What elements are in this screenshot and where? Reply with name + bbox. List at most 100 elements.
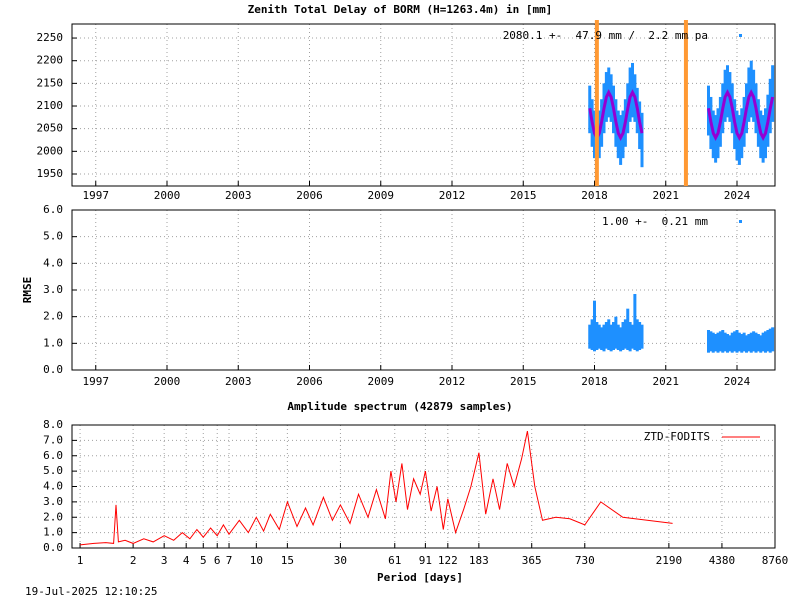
data-range <box>595 322 599 350</box>
data-range <box>716 332 720 353</box>
data-range <box>752 331 756 352</box>
data-range <box>723 332 727 352</box>
data-range <box>735 330 739 353</box>
y-tick-label: 2250 <box>37 31 64 44</box>
x-tick-label: 2024 <box>724 189 751 202</box>
data-range <box>737 332 741 352</box>
data-range <box>749 60 753 118</box>
data-range <box>604 322 608 349</box>
x-tick-label: 2024 <box>724 375 751 388</box>
data-range <box>609 324 613 352</box>
data-range <box>640 324 644 349</box>
data-range <box>616 324 620 350</box>
y-tick-label: 2.0 <box>43 310 63 323</box>
data-range <box>597 324 601 349</box>
data-range <box>709 331 713 352</box>
data-range <box>759 335 763 353</box>
data-range <box>764 331 767 353</box>
x-axis-title: Period [days] <box>377 571 463 584</box>
y-tick-label: 8.0 <box>43 418 63 431</box>
y-tick-label: 3.0 <box>43 495 63 508</box>
data-range <box>730 332 734 353</box>
x-tick-label: 2003 <box>225 375 252 388</box>
y-tick-label: 2.0 <box>43 510 63 523</box>
x-tick-label: 1997 <box>83 375 110 388</box>
y-axis-title: RMSE <box>21 277 34 304</box>
data-range <box>754 332 758 353</box>
x-tick-label: 4380 <box>709 554 736 567</box>
x-tick-label: 365 <box>522 554 542 567</box>
data-range <box>635 319 639 352</box>
spectrum-line <box>80 430 673 546</box>
data-range <box>614 316 618 349</box>
timestamp: 19-Jul-2025 12:10:25 <box>25 585 157 598</box>
data-range <box>707 330 710 353</box>
data-range <box>745 335 748 353</box>
x-tick-label: 30 <box>334 554 347 567</box>
plot-frame <box>71 424 776 549</box>
annotation: 2080.1 +- 47.9 mm / 2.2 mm pa <box>503 29 708 42</box>
data-range <box>621 322 625 350</box>
x-tick-label: 6 <box>214 554 221 567</box>
legend-key <box>739 34 742 37</box>
x-tick-label: 2012 <box>439 189 466 202</box>
data-range <box>749 332 753 353</box>
x-tick-label: 2018 <box>581 189 608 202</box>
data-range <box>633 294 637 350</box>
data-range <box>619 327 623 352</box>
x-tick-label: 2190 <box>656 554 683 567</box>
x-tick-label: 2006 <box>296 189 323 202</box>
y-tick-label: 2200 <box>37 54 64 67</box>
data-range <box>768 328 772 353</box>
data-range <box>714 334 718 352</box>
data-range <box>590 319 594 350</box>
plot-frame <box>71 23 776 187</box>
data-range <box>623 319 627 349</box>
y-tick-label: 2050 <box>37 122 64 135</box>
x-tick-label: 183 <box>469 554 489 567</box>
x-tick-label: 8760 <box>762 554 789 567</box>
y-tick-label: 0.0 <box>43 363 63 376</box>
data-range <box>711 332 715 353</box>
y-tick-label: 1.0 <box>43 336 63 349</box>
data-range <box>761 332 765 352</box>
y-tick-label: 4.0 <box>43 480 63 493</box>
plot-frame <box>71 209 776 371</box>
chart-title: Amplitude spectrum (42879 samples) <box>287 400 512 413</box>
x-tick-label: 2000 <box>154 375 181 388</box>
x-tick-label: 3 <box>161 554 168 567</box>
data-range <box>612 322 615 350</box>
y-tick-label: 0.0 <box>43 541 63 554</box>
x-tick-label: 10 <box>250 554 263 567</box>
x-tick-label: 2006 <box>296 375 323 388</box>
y-tick-label: 4.0 <box>43 256 63 269</box>
data-range <box>640 112 644 168</box>
data-range <box>747 334 751 352</box>
x-tick-label: 1 <box>77 554 84 567</box>
x-tick-label: 2 <box>130 554 137 567</box>
legend-label: ZTD-FODITS <box>644 430 710 443</box>
data-range <box>766 330 770 352</box>
data-range <box>733 331 737 352</box>
data-range <box>628 322 632 352</box>
data-range <box>588 324 592 349</box>
x-tick-label: 122 <box>438 554 458 567</box>
x-tick-label: 2003 <box>225 189 252 202</box>
x-tick-label: 2012 <box>439 375 466 388</box>
y-tick-label: 1950 <box>37 167 64 180</box>
x-tick-label: 2015 <box>510 189 537 202</box>
y-tick-label: 2000 <box>37 144 64 157</box>
y-tick-label: 7.0 <box>43 433 63 446</box>
data-range <box>771 65 775 122</box>
data-range <box>631 324 634 349</box>
y-tick-label: 2100 <box>37 99 64 112</box>
y-tick-label: 3.0 <box>43 283 63 296</box>
x-tick-label: 5 <box>200 554 207 567</box>
x-tick-label: 730 <box>575 554 595 567</box>
y-tick-label: 5.0 <box>43 230 63 243</box>
x-tick-label: 2018 <box>581 375 608 388</box>
data-range <box>740 334 744 353</box>
data-range <box>626 308 630 350</box>
data-range <box>602 324 606 352</box>
